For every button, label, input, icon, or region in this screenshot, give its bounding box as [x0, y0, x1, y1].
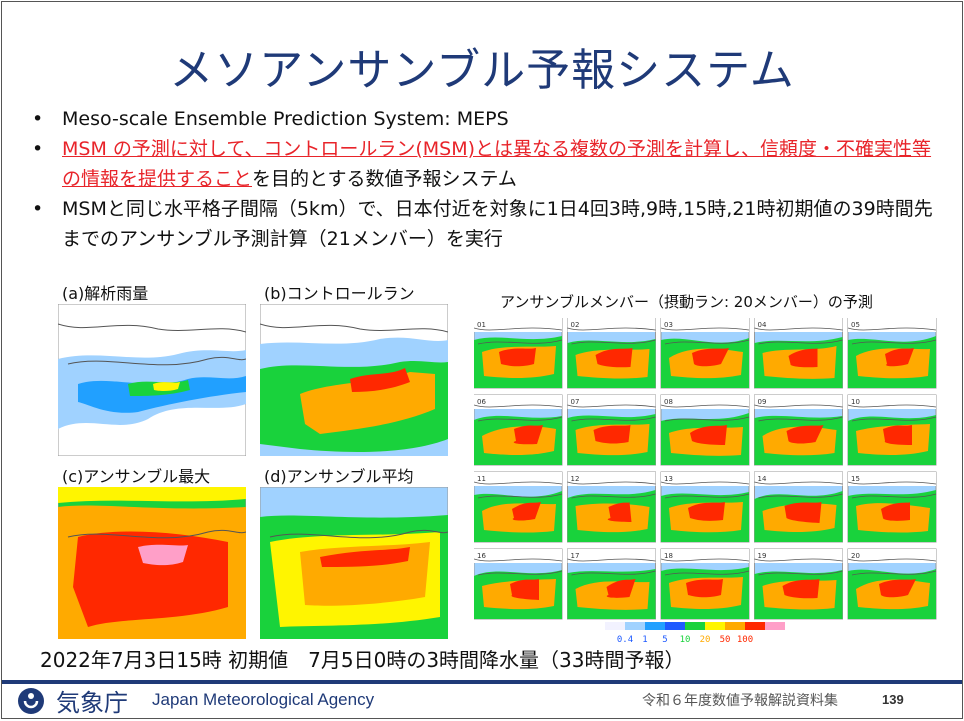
member-label: 17 [571, 552, 580, 560]
member-thumbnail: 18 [660, 548, 750, 620]
footer-divider [2, 680, 962, 684]
member-label: 08 [664, 398, 673, 406]
legend-tick-label: 20 [700, 635, 711, 645]
legend-swatch [645, 622, 665, 630]
agency-name-jp: 気象庁 [56, 689, 128, 717]
member-thumbnail: 05 [847, 318, 937, 389]
members-title: アンサンブルメンバー（摂動ラン: 20メンバー）の予測 [500, 293, 873, 311]
member-label: 16 [477, 552, 486, 560]
legend-swatch [745, 622, 765, 630]
panel-label-ens-mean: (d)アンサンブル平均 [264, 467, 414, 486]
member-label: 07 [571, 398, 580, 406]
member-thumbnail: 01 [474, 318, 563, 389]
bullet-text: MSMと同じ水平格子間隔（5km）で、日本付近を対象に1日4回3時,9時,15時… [62, 198, 933, 250]
member-label: 18 [664, 552, 673, 560]
bullet-dot: • [32, 108, 44, 130]
map-control-run [260, 304, 448, 456]
member-thumbnail: 08 [660, 394, 750, 466]
bullet-text: を目的とする数値予報システム [252, 168, 517, 190]
member-label: 12 [571, 475, 580, 483]
member-label: 10 [851, 398, 860, 406]
bullet-config: • MSMと同じ水平格子間隔（5km）で、日本付近を対象に1日4回3時,9時,1… [32, 194, 942, 254]
member-label: 14 [758, 475, 767, 483]
agency-name-en: Japan Meteorological Agency [152, 690, 375, 709]
member-label: 04 [758, 321, 767, 329]
member-thumbnail: 14 [754, 471, 843, 543]
member-label: 20 [851, 552, 860, 560]
member-thumbnail: 04 [754, 318, 843, 389]
member-label: 15 [851, 475, 860, 483]
bullet-highlight-text: MSM の予測に対して、コントロールラン(MSM)とは異なる複数の予測を計算し、… [62, 138, 932, 190]
legend-tick-label: 5 [662, 635, 667, 645]
legend-swatch [625, 622, 645, 630]
panel-label-control: (b)コントロールラン [264, 284, 415, 303]
bullet-dot: • [32, 198, 44, 220]
bullet-text: Meso-scale Ensemble Prediction System: M… [62, 108, 509, 130]
legend-tick-label: 1 [642, 635, 647, 645]
member-thumbnail: 06 [474, 394, 563, 466]
legend-tick-label: 0.4 [617, 635, 633, 645]
figure-caption: 2022年7月3日15時 初期値 7月5日0時の3時間降水量（33時間予報） [40, 648, 685, 672]
member-thumbnail: 20 [847, 548, 937, 620]
member-label: 09 [758, 398, 767, 406]
member-thumbnail: 11 [474, 471, 563, 543]
member-label: 19 [758, 552, 767, 560]
member-label: 01 [477, 321, 486, 329]
member-thumbnail: 12 [567, 471, 656, 543]
map-ensemble-max [58, 487, 246, 639]
bullet-meps: • Meso-scale Ensemble Prediction System:… [32, 104, 942, 134]
legend-swatch [605, 622, 625, 630]
legend-swatch [765, 622, 785, 630]
member-label: 03 [664, 321, 673, 329]
member-label: 02 [571, 321, 580, 329]
panel-label-analysis: (a)解析雨量 [62, 284, 149, 303]
legend-swatch [725, 622, 745, 630]
member-thumbnail: 13 [660, 471, 750, 543]
members-grid: 01 02 03 04 05 06 07 08 09 10 11 12 13 14 15 16 17 18 19 20 [474, 318, 937, 620]
member-label: 05 [851, 321, 860, 329]
bullet-list: • Meso-scale Ensemble Prediction System:… [32, 104, 942, 254]
member-label: 13 [664, 475, 673, 483]
map-ensemble-mean [260, 487, 448, 639]
member-thumbnail: 02 [567, 318, 656, 389]
member-thumbnail: 09 [754, 394, 843, 466]
panel-label-ens-max: (c)アンサンブル最大 [62, 467, 211, 486]
legend-swatch [685, 622, 705, 630]
member-thumbnail: 07 [567, 394, 656, 466]
member-label: 06 [477, 398, 486, 406]
member-label: 11 [477, 475, 486, 483]
member-thumbnail: 03 [660, 318, 750, 389]
jma-logo-icon [18, 688, 44, 714]
legend-swatch [705, 622, 725, 630]
bullet-purpose: • MSM の予測に対して、コントロールラン(MSM)とは異なる複数の予測を計算… [32, 134, 942, 194]
member-thumbnail: 10 [847, 394, 937, 466]
bullet-dot: • [32, 138, 44, 160]
slide-title: メソアンサンブル予報システム [169, 45, 795, 96]
member-thumbnail: 15 [847, 471, 937, 543]
document-title: 令和６年度数値予報解説資料集 [642, 693, 838, 709]
precip-legend: 0.4 1 5 10 20 50 100 [605, 622, 785, 645]
map-analysis [58, 304, 246, 456]
member-thumbnail: 17 [567, 548, 656, 620]
legend-tick-label: 50 [720, 635, 731, 645]
legend-tick-label: 100 [737, 635, 753, 645]
member-thumbnail: 16 [474, 548, 563, 620]
page-number: 139 [882, 692, 904, 707]
legend-swatch [665, 622, 685, 630]
legend-tick-label: 10 [680, 635, 691, 645]
member-thumbnail: 19 [754, 548, 843, 620]
